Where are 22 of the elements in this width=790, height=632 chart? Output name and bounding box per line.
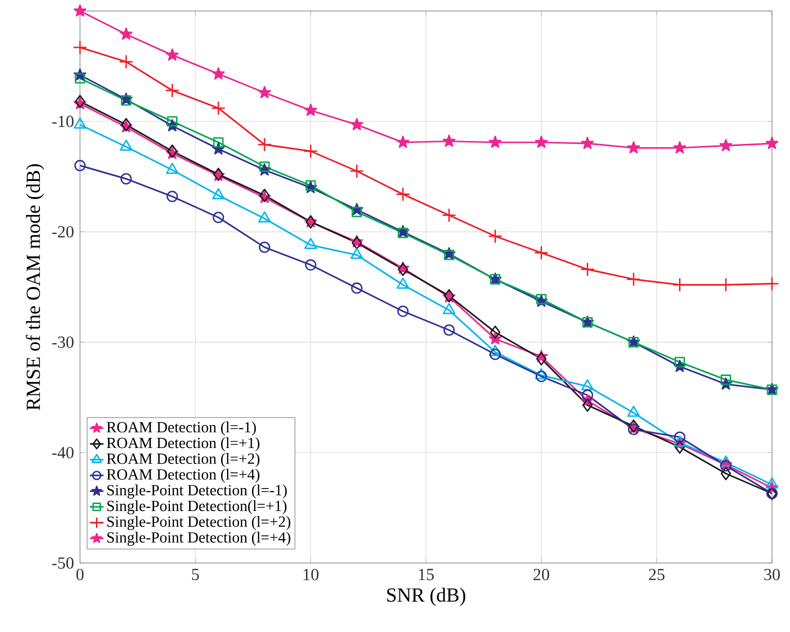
legend-label: Single-Point Detection (l=-1) [107,484,287,499]
y-tick-label: -50 [52,557,74,569]
x-axis-title: SNR (dB) [387,588,466,606]
x-tick-label: 10 [304,568,318,580]
x-tick-label: 5 [192,568,199,580]
legend-label: Single-Point Detection(l=+1) [107,500,286,514]
legend-label: Single-Point Detection (l=+2) [107,516,290,530]
x-tick-label: 30 [764,568,780,580]
legend-label: ROAM Detection (l=+2) [106,453,260,468]
legend-label: ROAM Detection (l=+1) [106,437,260,452]
y-tick-label: -40 [52,446,74,458]
legend-label: Single-Point Detection (l=+4) [107,532,290,546]
y-tick-label: -20 [52,226,74,238]
y-tick-label: -30 [52,336,74,348]
legend-label: ROAM Detection (l=-1) [106,422,256,436]
y-axis-title: RMSE of the OAM mode (dB) [26,164,44,410]
x-tick-label: 15 [419,568,434,580]
y-tick-label: -10 [52,116,74,128]
x-tick-label: 25 [648,568,664,580]
legend-label: ROAM Detection (l=+4) [106,468,260,483]
x-tick-label: 20 [534,568,550,580]
x-tick-label: 0 [76,568,84,580]
